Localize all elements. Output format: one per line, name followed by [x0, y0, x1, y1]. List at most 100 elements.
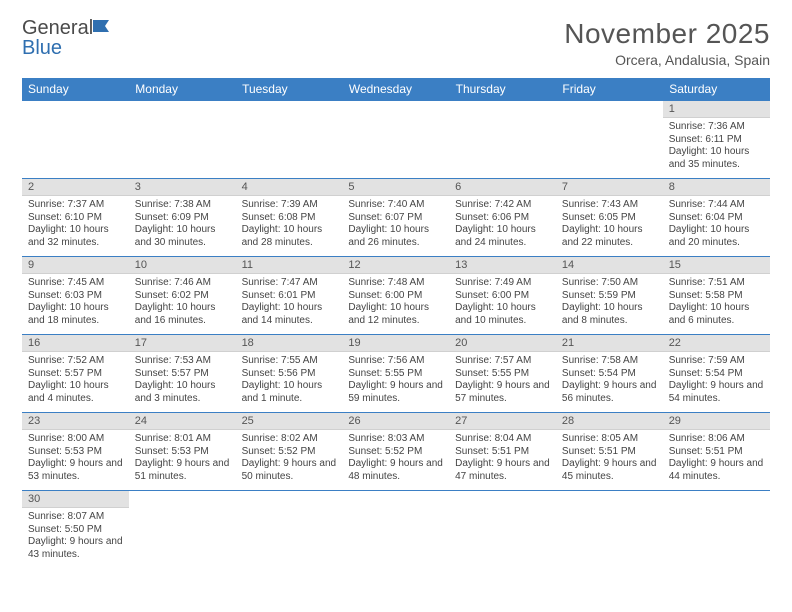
weekday-header-row: SundayMondayTuesdayWednesdayThursdayFrid…: [22, 78, 770, 101]
day-number: 17: [129, 335, 236, 352]
calendar-row: 1Sunrise: 7:36 AMSunset: 6:11 PMDaylight…: [22, 101, 770, 179]
weekday-header: Tuesday: [236, 78, 343, 101]
calendar-row: 23Sunrise: 8:00 AMSunset: 5:53 PMDayligh…: [22, 413, 770, 491]
calendar-day: 7Sunrise: 7:43 AMSunset: 6:05 PMDaylight…: [556, 179, 663, 257]
weekday-header: Monday: [129, 78, 236, 101]
calendar-empty: [556, 491, 663, 569]
calendar-table: SundayMondayTuesdayWednesdayThursdayFrid…: [22, 78, 770, 569]
day-body: Sunrise: 7:57 AMSunset: 5:55 PMDaylight:…: [449, 352, 556, 409]
weekday-header: Wednesday: [342, 78, 449, 101]
day-body: Sunrise: 7:48 AMSunset: 6:00 PMDaylight:…: [342, 274, 449, 331]
day-body: Sunrise: 7:40 AMSunset: 6:07 PMDaylight:…: [342, 196, 449, 253]
day-number: 8: [663, 179, 770, 196]
calendar-day: 15Sunrise: 7:51 AMSunset: 5:58 PMDayligh…: [663, 257, 770, 335]
calendar-day: 5Sunrise: 7:40 AMSunset: 6:07 PMDaylight…: [342, 179, 449, 257]
day-body: Sunrise: 7:46 AMSunset: 6:02 PMDaylight:…: [129, 274, 236, 331]
day-number: 25: [236, 413, 343, 430]
month-title: November 2025: [564, 18, 770, 50]
calendar-empty: [342, 491, 449, 569]
day-body: Sunrise: 8:00 AMSunset: 5:53 PMDaylight:…: [22, 430, 129, 487]
day-body: Sunrise: 7:52 AMSunset: 5:57 PMDaylight:…: [22, 352, 129, 409]
calendar-day: 23Sunrise: 8:00 AMSunset: 5:53 PMDayligh…: [22, 413, 129, 491]
calendar-row: 30Sunrise: 8:07 AMSunset: 5:50 PMDayligh…: [22, 491, 770, 569]
day-number: 9: [22, 257, 129, 274]
day-number: 3: [129, 179, 236, 196]
calendar-empty: [236, 101, 343, 179]
day-number: 29: [663, 413, 770, 430]
calendar-day: 8Sunrise: 7:44 AMSunset: 6:04 PMDaylight…: [663, 179, 770, 257]
day-body: Sunrise: 7:55 AMSunset: 5:56 PMDaylight:…: [236, 352, 343, 409]
day-body: Sunrise: 8:01 AMSunset: 5:53 PMDaylight:…: [129, 430, 236, 487]
calendar-day: 17Sunrise: 7:53 AMSunset: 5:57 PMDayligh…: [129, 335, 236, 413]
day-body: Sunrise: 7:58 AMSunset: 5:54 PMDaylight:…: [556, 352, 663, 409]
calendar-empty: [22, 101, 129, 179]
day-number: 12: [342, 257, 449, 274]
calendar-day: 30Sunrise: 8:07 AMSunset: 5:50 PMDayligh…: [22, 491, 129, 569]
calendar-day: 21Sunrise: 7:58 AMSunset: 5:54 PMDayligh…: [556, 335, 663, 413]
calendar-empty: [556, 101, 663, 179]
calendar-row: 16Sunrise: 7:52 AMSunset: 5:57 PMDayligh…: [22, 335, 770, 413]
day-number: 20: [449, 335, 556, 352]
day-body: Sunrise: 7:56 AMSunset: 5:55 PMDaylight:…: [342, 352, 449, 409]
day-number: 21: [556, 335, 663, 352]
day-number: 6: [449, 179, 556, 196]
day-number: 4: [236, 179, 343, 196]
calendar-empty: [449, 491, 556, 569]
day-number: 15: [663, 257, 770, 274]
flag-icon: [93, 18, 115, 38]
calendar-day: 6Sunrise: 7:42 AMSunset: 6:06 PMDaylight…: [449, 179, 556, 257]
day-body: Sunrise: 8:06 AMSunset: 5:51 PMDaylight:…: [663, 430, 770, 487]
day-number: 7: [556, 179, 663, 196]
calendar-day: 13Sunrise: 7:49 AMSunset: 6:00 PMDayligh…: [449, 257, 556, 335]
day-body: Sunrise: 7:36 AMSunset: 6:11 PMDaylight:…: [663, 118, 770, 175]
calendar-day: 27Sunrise: 8:04 AMSunset: 5:51 PMDayligh…: [449, 413, 556, 491]
location: Orcera, Andalusia, Spain: [564, 52, 770, 68]
day-body: Sunrise: 7:53 AMSunset: 5:57 PMDaylight:…: [129, 352, 236, 409]
day-number: 2: [22, 179, 129, 196]
calendar-day: 4Sunrise: 7:39 AMSunset: 6:08 PMDaylight…: [236, 179, 343, 257]
calendar-row: 2Sunrise: 7:37 AMSunset: 6:10 PMDaylight…: [22, 179, 770, 257]
day-number: 24: [129, 413, 236, 430]
logo-text-2: Blue: [22, 37, 62, 59]
day-body: Sunrise: 7:50 AMSunset: 5:59 PMDaylight:…: [556, 274, 663, 331]
day-body: Sunrise: 8:07 AMSunset: 5:50 PMDaylight:…: [22, 508, 129, 565]
calendar-empty: [236, 491, 343, 569]
day-number: 28: [556, 413, 663, 430]
calendar-day: 11Sunrise: 7:47 AMSunset: 6:01 PMDayligh…: [236, 257, 343, 335]
calendar-day: 18Sunrise: 7:55 AMSunset: 5:56 PMDayligh…: [236, 335, 343, 413]
day-body: Sunrise: 7:39 AMSunset: 6:08 PMDaylight:…: [236, 196, 343, 253]
day-number: 10: [129, 257, 236, 274]
day-body: Sunrise: 8:02 AMSunset: 5:52 PMDaylight:…: [236, 430, 343, 487]
day-body: Sunrise: 7:59 AMSunset: 5:54 PMDaylight:…: [663, 352, 770, 409]
day-number: 26: [342, 413, 449, 430]
title-block: November 2025 Orcera, Andalusia, Spain: [564, 18, 770, 68]
calendar-day: 2Sunrise: 7:37 AMSunset: 6:10 PMDaylight…: [22, 179, 129, 257]
day-number: 19: [342, 335, 449, 352]
calendar-empty: [449, 101, 556, 179]
calendar-day: 28Sunrise: 8:05 AMSunset: 5:51 PMDayligh…: [556, 413, 663, 491]
day-number: 14: [556, 257, 663, 274]
logo-text-1: General: [22, 17, 93, 39]
calendar-day: 3Sunrise: 7:38 AMSunset: 6:09 PMDaylight…: [129, 179, 236, 257]
calendar-day: 9Sunrise: 7:45 AMSunset: 6:03 PMDaylight…: [22, 257, 129, 335]
calendar-day: 14Sunrise: 7:50 AMSunset: 5:59 PMDayligh…: [556, 257, 663, 335]
calendar-empty: [129, 101, 236, 179]
weekday-header: Sunday: [22, 78, 129, 101]
calendar-day: 12Sunrise: 7:48 AMSunset: 6:00 PMDayligh…: [342, 257, 449, 335]
day-body: Sunrise: 7:51 AMSunset: 5:58 PMDaylight:…: [663, 274, 770, 331]
logo: GeneralBlue: [22, 18, 115, 58]
day-number: 27: [449, 413, 556, 430]
weekday-header: Friday: [556, 78, 663, 101]
calendar-day: 1Sunrise: 7:36 AMSunset: 6:11 PMDaylight…: [663, 101, 770, 179]
calendar-day: 10Sunrise: 7:46 AMSunset: 6:02 PMDayligh…: [129, 257, 236, 335]
weekday-header: Thursday: [449, 78, 556, 101]
calendar-empty: [663, 491, 770, 569]
calendar-empty: [129, 491, 236, 569]
day-body: Sunrise: 7:44 AMSunset: 6:04 PMDaylight:…: [663, 196, 770, 253]
day-body: Sunrise: 7:38 AMSunset: 6:09 PMDaylight:…: [129, 196, 236, 253]
day-body: Sunrise: 8:05 AMSunset: 5:51 PMDaylight:…: [556, 430, 663, 487]
day-number: 16: [22, 335, 129, 352]
day-number: 22: [663, 335, 770, 352]
header: GeneralBlue November 2025 Orcera, Andalu…: [22, 18, 770, 68]
day-body: Sunrise: 7:49 AMSunset: 6:00 PMDaylight:…: [449, 274, 556, 331]
